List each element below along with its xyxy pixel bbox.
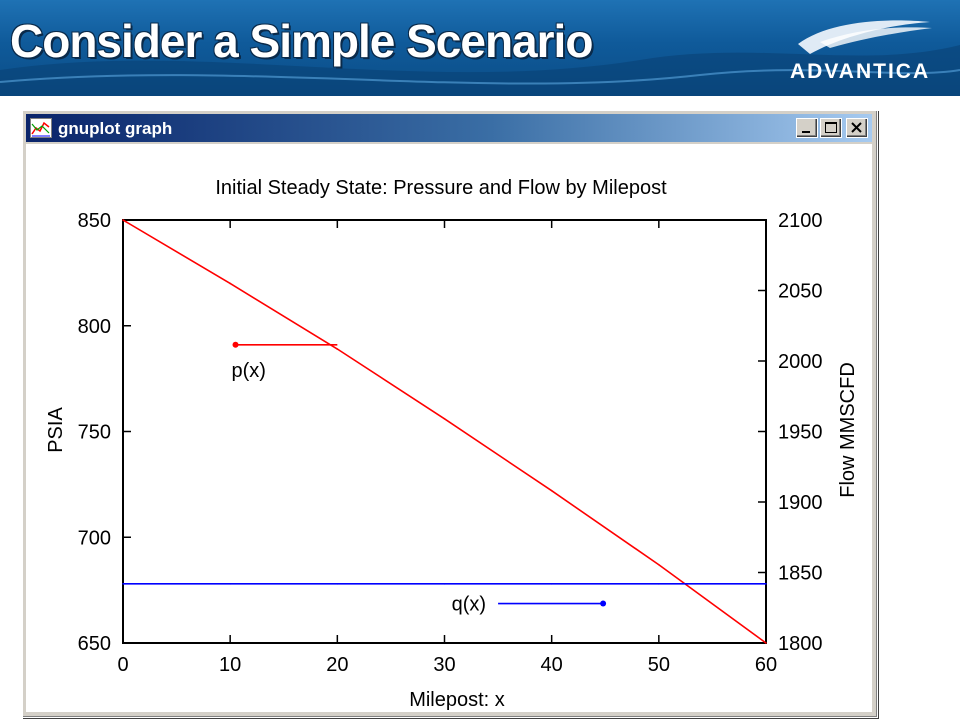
data-point xyxy=(443,582,446,585)
x-tick-label: 10 xyxy=(219,654,241,676)
annotation-arrowhead xyxy=(600,600,607,607)
data-point xyxy=(336,582,339,585)
data-point xyxy=(122,582,124,585)
y-tick-label: 700 xyxy=(78,527,111,549)
banner-wave-decoration xyxy=(0,45,960,96)
y-tick-label: 650 xyxy=(78,633,111,655)
slide-title: Consider a Simple Scenario xyxy=(10,15,593,67)
header-banner: Consider a Simple Scenario ADVANTICA xyxy=(0,0,960,96)
close-button[interactable] xyxy=(846,118,868,138)
data-point xyxy=(336,348,339,350)
data-point xyxy=(550,582,553,585)
data-point xyxy=(229,582,231,585)
x-tick-label: 50 xyxy=(648,654,670,676)
x-tick-label: 0 xyxy=(117,654,128,676)
x-tick-label: 40 xyxy=(541,654,563,676)
data-point xyxy=(122,219,124,221)
y-tick-label: 750 xyxy=(78,422,111,444)
minimize-icon xyxy=(802,131,810,133)
y2-axis-label: Flow MMSCFD xyxy=(837,362,859,498)
maximize-button[interactable] xyxy=(820,118,842,138)
maximize-icon xyxy=(825,122,837,133)
data-point xyxy=(658,563,660,566)
y-axis-label: PSIA xyxy=(45,407,67,453)
data-point xyxy=(658,582,660,585)
y2-tick-label: 2050 xyxy=(778,281,823,303)
x-tick-label: 20 xyxy=(326,654,348,676)
y2-tick-label: 1950 xyxy=(778,422,823,444)
data-point xyxy=(229,282,231,285)
y2-tick-label: 2100 xyxy=(778,210,823,232)
close-icon xyxy=(851,122,862,133)
logo-swoosh-icon xyxy=(798,20,932,54)
window-titlebar[interactable]: gnuplot graph xyxy=(26,114,872,142)
x-axis-label: Milepost: x xyxy=(409,689,505,711)
data-point xyxy=(443,418,446,420)
series-label: q(x) xyxy=(452,594,486,616)
minimize-button[interactable] xyxy=(796,118,818,138)
data-point xyxy=(765,642,767,644)
advantica-logo: ADVANTICA xyxy=(790,14,940,86)
x-tick-label: 60 xyxy=(755,654,777,676)
y-tick-label: 850 xyxy=(78,210,111,232)
logo-text: ADVANTICA xyxy=(790,60,931,83)
annotation-arrowhead xyxy=(232,341,239,348)
y2-tick-label: 1850 xyxy=(778,563,823,585)
series-label: p(x) xyxy=(232,360,266,382)
gnuplot-app-icon xyxy=(30,118,52,138)
y-tick-label: 800 xyxy=(78,316,111,338)
data-point xyxy=(550,489,553,492)
plot-area: Initial Steady State: Pressure and Flow … xyxy=(26,144,872,712)
window-title: gnuplot graph xyxy=(58,119,173,138)
chart-title: Initial Steady State: Pressure and Flow … xyxy=(215,177,667,199)
y2-tick-label: 1800 xyxy=(778,633,823,655)
plot-frame xyxy=(122,219,767,644)
series-line-px xyxy=(122,219,767,644)
gnuplot-window: gnuplot graph Initial Steady State: Pres… xyxy=(22,110,878,718)
x-tick-label: 30 xyxy=(433,654,455,676)
y2-tick-label: 1900 xyxy=(778,492,823,514)
chart-svg: Initial Steady State: Pressure and Flow … xyxy=(45,177,859,711)
data-point xyxy=(765,582,767,585)
y2-tick-label: 2000 xyxy=(778,351,823,373)
